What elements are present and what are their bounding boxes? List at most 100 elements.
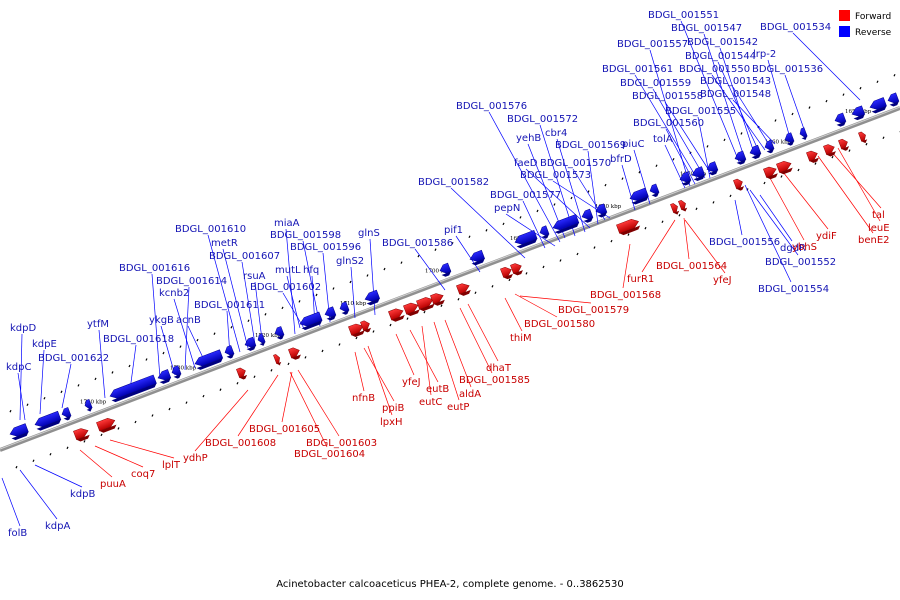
gene-label[interactable]: benE2 <box>858 235 890 246</box>
gene-label[interactable]: eutB <box>426 384 449 395</box>
gene-label[interactable]: BDGL_001548 <box>700 89 771 100</box>
forward-gene-feature[interactable] <box>360 319 372 333</box>
gene-label[interactable]: BDGL_001557 <box>617 39 688 50</box>
gene-label[interactable]: BDGL_001611 <box>194 300 265 311</box>
gene-label[interactable]: BDGL_001547 <box>671 23 742 34</box>
gene-label[interactable]: furR1 <box>627 274 654 285</box>
gene-label[interactable]: dgdR <box>780 243 806 254</box>
reverse-gene-feature[interactable] <box>594 203 608 219</box>
gene-label[interactable]: BDGL_001564 <box>656 261 727 272</box>
reverse-gene-feature[interactable] <box>551 214 580 234</box>
gene-label[interactable]: BDGL_001608 <box>205 438 276 449</box>
reverse-gene-feature[interactable] <box>850 105 866 121</box>
gene-label[interactable]: BDGL_001602 <box>250 282 321 293</box>
forward-gene-feature[interactable] <box>763 165 778 180</box>
forward-gene-feature[interactable] <box>823 143 837 158</box>
reverse-gene-feature[interactable] <box>33 410 62 431</box>
reverse-gene-feature[interactable] <box>108 374 157 403</box>
gene-label[interactable]: eutP <box>447 402 469 413</box>
reverse-gene-feature[interactable] <box>243 336 257 352</box>
gene-label[interactable]: BDGL_001603 <box>306 438 377 449</box>
reverse-gene-feature[interactable] <box>833 112 847 128</box>
gene-label[interactable]: pif1 <box>444 225 463 236</box>
reverse-gene-feature[interactable] <box>223 345 235 359</box>
gene-label[interactable]: BDGL_001598 <box>270 230 341 241</box>
gene-label[interactable]: BDGL_001536 <box>752 64 823 75</box>
forward-gene-feature[interactable] <box>430 291 445 306</box>
reverse-gene-feature[interactable] <box>83 399 93 412</box>
gene-label[interactable]: ydhP <box>183 453 208 464</box>
gene-label[interactable]: faeD <box>514 158 538 169</box>
gene-label[interactable]: acnB <box>176 315 201 326</box>
gene-label[interactable]: BDGL_001569 <box>555 140 626 151</box>
gene-label[interactable]: BDGL_001572 <box>507 114 578 125</box>
reverse-gene-feature[interactable] <box>678 171 692 187</box>
reverse-gene-feature[interactable] <box>338 301 350 316</box>
reverse-gene-feature[interactable] <box>763 139 775 154</box>
forward-gene-feature[interactable] <box>416 295 435 312</box>
gene-label[interactable]: BDGL_001585 <box>459 375 530 386</box>
forward-gene-feature[interactable] <box>838 138 850 152</box>
gene-label[interactable]: tal <box>872 210 885 221</box>
gene-label[interactable]: BDGL_001586 <box>382 238 453 249</box>
gene-label[interactable]: BDGL_001614 <box>156 276 227 287</box>
gene-label[interactable]: kdpE <box>32 339 57 350</box>
forward-gene-feature[interactable] <box>456 281 471 296</box>
reverse-gene-feature[interactable] <box>690 166 706 182</box>
forward-gene-feature[interactable] <box>806 149 820 164</box>
reverse-gene-feature[interactable] <box>886 92 900 108</box>
forward-gene-feature[interactable] <box>96 416 117 434</box>
gene-label[interactable]: BDGL_001605 <box>249 424 320 435</box>
gene-label[interactable]: BDGL_001555 <box>665 106 736 117</box>
gene-label[interactable]: BDGL_001561 <box>602 64 673 75</box>
forward-gene-feature[interactable] <box>388 307 405 323</box>
gene-label[interactable]: hfq <box>303 265 319 276</box>
forward-gene-feature[interactable] <box>678 199 688 212</box>
gene-label[interactable]: BDGL_001554 <box>758 284 829 295</box>
gene-label[interactable]: coq7 <box>131 469 155 480</box>
gene-label[interactable]: pepN <box>494 203 520 214</box>
gene-label[interactable]: BDGL_001618 <box>103 334 174 345</box>
gene-label[interactable]: BDGL_001576 <box>456 101 527 112</box>
reverse-gene-feature[interactable] <box>798 127 808 141</box>
reverse-gene-feature[interactable] <box>513 229 538 249</box>
forward-gene-feature[interactable] <box>776 159 793 175</box>
gene-label[interactable]: BDGL_001560 <box>633 118 704 129</box>
reverse-gene-feature[interactable] <box>628 187 649 206</box>
gene-label[interactable]: BDGL_001558 <box>632 91 703 102</box>
gene-label[interactable]: kdpC <box>6 362 31 373</box>
gene-label[interactable]: BDGL_001610 <box>175 224 246 235</box>
gene-label[interactable]: yfeJ <box>402 377 421 388</box>
gene-label[interactable]: ytfM <box>87 319 109 330</box>
reverse-gene-feature[interactable] <box>273 326 285 340</box>
gene-label[interactable]: BDGL_001596 <box>290 242 361 253</box>
gene-label[interactable]: ybhS <box>792 242 817 253</box>
gene-label[interactable]: rsuA <box>243 271 266 282</box>
gene-label[interactable]: leuE <box>868 223 890 234</box>
forward-gene-feature[interactable] <box>510 262 524 277</box>
gene-label[interactable]: BDGL_001577 <box>490 190 561 201</box>
reverse-gene-feature[interactable] <box>438 262 452 278</box>
reverse-gene-feature[interactable] <box>648 183 660 198</box>
reverse-gene-feature[interactable] <box>468 249 486 266</box>
gene-label[interactable]: yfeJ <box>713 275 732 286</box>
gene-label[interactable]: kdpA <box>45 521 70 532</box>
gene-label[interactable]: BDGL_001573 <box>520 170 591 181</box>
gene-label[interactable]: cbr4 <box>545 128 567 139</box>
gene-label[interactable]: mutL <box>275 265 301 276</box>
gene-label[interactable]: folB <box>8 528 27 539</box>
gene-label[interactable]: lplT <box>162 460 181 471</box>
gene-label[interactable]: BDGL_001570 <box>540 158 611 169</box>
gene-label[interactable]: ppiB <box>382 403 404 414</box>
gene-label[interactable]: BDGL_001607 <box>209 251 280 262</box>
gene-label[interactable]: miaA <box>274 218 300 229</box>
forward-gene-feature[interactable] <box>616 217 641 236</box>
forward-gene-feature[interactable] <box>288 346 302 361</box>
reverse-gene-feature[interactable] <box>748 144 762 160</box>
gene-label[interactable]: BDGL_001604 <box>294 449 365 460</box>
reverse-gene-feature[interactable] <box>580 208 594 224</box>
gene-label[interactable]: tolA <box>653 134 673 145</box>
gene-label[interactable]: nfnB <box>352 393 375 404</box>
forward-gene-feature[interactable] <box>733 178 745 192</box>
reverse-gene-feature[interactable] <box>323 306 337 322</box>
